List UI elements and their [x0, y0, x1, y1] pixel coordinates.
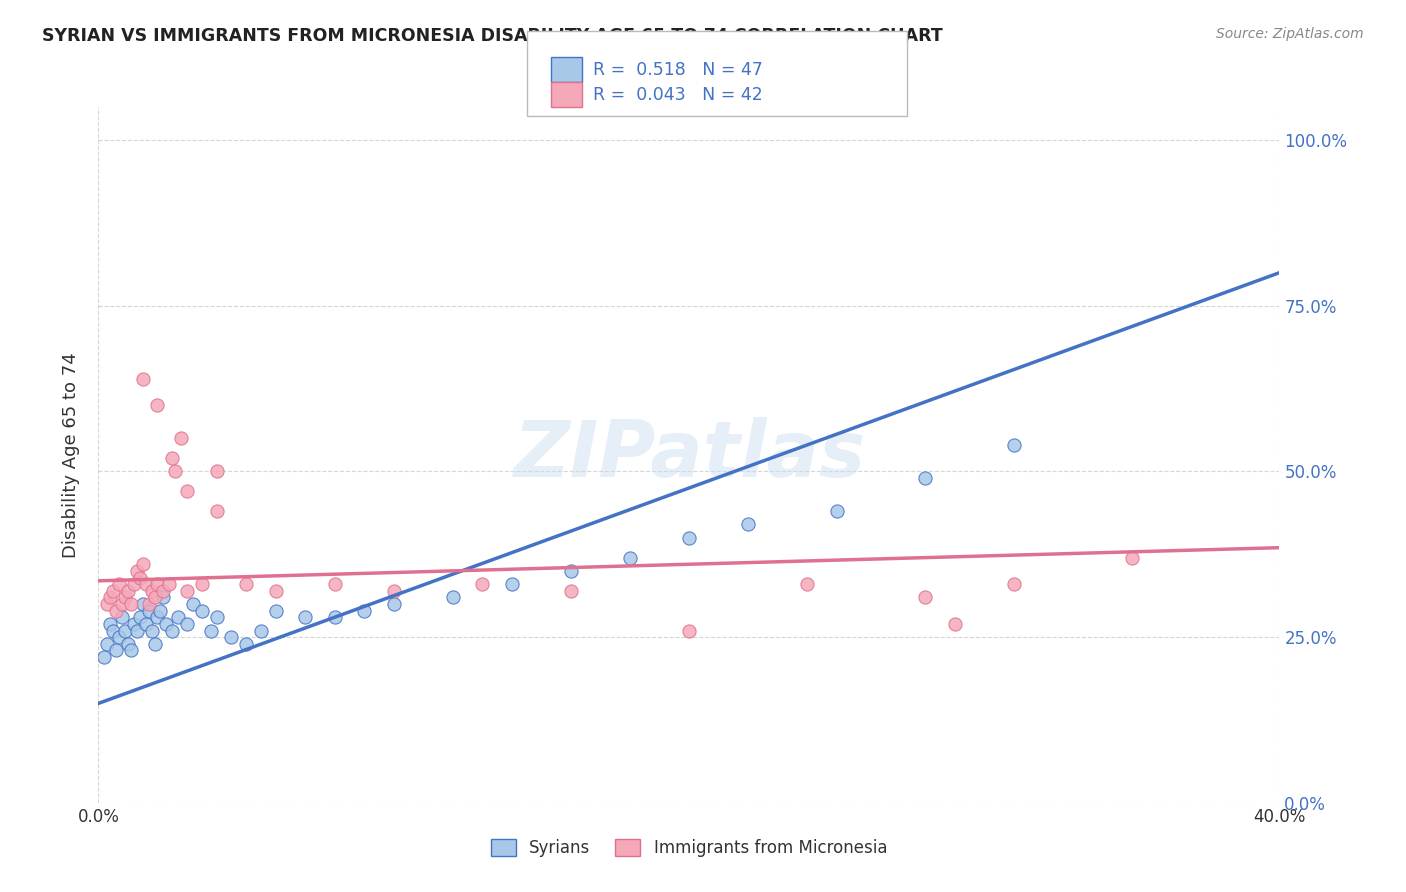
Point: [382, 583, 405, 598]
Point: [122, 577, 145, 591]
Point: [98, 591, 121, 605]
Point: [914, 591, 936, 605]
Point: [108, 577, 131, 591]
Point: [914, 471, 936, 485]
Point: [157, 577, 180, 591]
Point: [146, 610, 169, 624]
Point: [165, 465, 187, 479]
Point: [152, 591, 174, 605]
Point: [200, 624, 222, 638]
Point: [176, 484, 198, 499]
Point: [105, 643, 128, 657]
Point: [191, 604, 214, 618]
Point: [501, 577, 523, 591]
Point: [943, 616, 966, 631]
Point: [382, 597, 405, 611]
Point: [323, 577, 346, 591]
Point: [111, 597, 134, 611]
Point: [132, 372, 155, 386]
Point: [146, 577, 169, 591]
Point: [135, 616, 157, 631]
Point: [114, 591, 136, 605]
Point: [176, 616, 198, 631]
Point: [560, 564, 582, 578]
Point: [221, 630, 243, 644]
Point: [141, 583, 163, 598]
Point: [132, 558, 155, 572]
Point: [122, 616, 145, 631]
Point: [103, 583, 125, 598]
Text: R =  0.043   N = 42: R = 0.043 N = 42: [593, 86, 763, 103]
Point: [98, 616, 121, 631]
Point: [323, 610, 346, 624]
Point: [138, 604, 160, 618]
Point: [117, 583, 139, 598]
Point: [108, 630, 131, 644]
Y-axis label: Disability Age 65 to 74: Disability Age 65 to 74: [62, 352, 80, 558]
Point: [181, 597, 204, 611]
Point: [353, 604, 375, 618]
Point: [235, 637, 257, 651]
Point: [678, 531, 700, 545]
Point: [125, 564, 148, 578]
Point: [560, 583, 582, 598]
Point: [93, 650, 115, 665]
Point: [1121, 550, 1143, 565]
Point: [170, 431, 193, 445]
Text: ZIPatlas: ZIPatlas: [513, 417, 865, 493]
Point: [152, 583, 174, 598]
Point: [155, 616, 177, 631]
Point: [1002, 577, 1025, 591]
Point: [111, 610, 134, 624]
Point: [125, 624, 148, 638]
Point: [205, 465, 228, 479]
Point: [162, 451, 183, 466]
Point: [264, 583, 287, 598]
Point: [114, 624, 136, 638]
Point: [162, 624, 183, 638]
Point: [141, 624, 163, 638]
Point: [167, 610, 190, 624]
Point: [103, 624, 125, 638]
Point: [678, 624, 700, 638]
Point: [1002, 438, 1025, 452]
Point: [205, 504, 228, 518]
Point: [825, 504, 848, 518]
Point: [191, 577, 214, 591]
Point: [294, 610, 316, 624]
Point: [205, 610, 228, 624]
Point: [235, 577, 257, 591]
Point: [796, 577, 818, 591]
Legend: Syrians, Immigrants from Micronesia: Syrians, Immigrants from Micronesia: [484, 832, 894, 864]
Text: R =  0.518   N = 47: R = 0.518 N = 47: [593, 61, 763, 78]
Point: [471, 577, 494, 591]
Point: [120, 643, 142, 657]
Point: [128, 610, 150, 624]
Point: [264, 604, 287, 618]
Point: [117, 637, 139, 651]
Point: [441, 591, 464, 605]
Point: [143, 591, 166, 605]
Point: [250, 624, 273, 638]
Point: [143, 637, 166, 651]
Point: [128, 570, 150, 584]
Point: [149, 604, 172, 618]
Point: [176, 583, 198, 598]
Point: [96, 597, 118, 611]
Point: [120, 597, 142, 611]
Point: [132, 597, 155, 611]
Point: [619, 550, 641, 565]
Point: [135, 577, 157, 591]
Point: [105, 604, 128, 618]
Point: [146, 398, 169, 412]
Point: [737, 517, 759, 532]
Text: SYRIAN VS IMMIGRANTS FROM MICRONESIA DISABILITY AGE 65 TO 74 CORRELATION CHART: SYRIAN VS IMMIGRANTS FROM MICRONESIA DIS…: [42, 27, 943, 45]
Point: [96, 637, 118, 651]
Point: [138, 597, 160, 611]
Text: Source: ZipAtlas.com: Source: ZipAtlas.com: [1216, 27, 1364, 41]
